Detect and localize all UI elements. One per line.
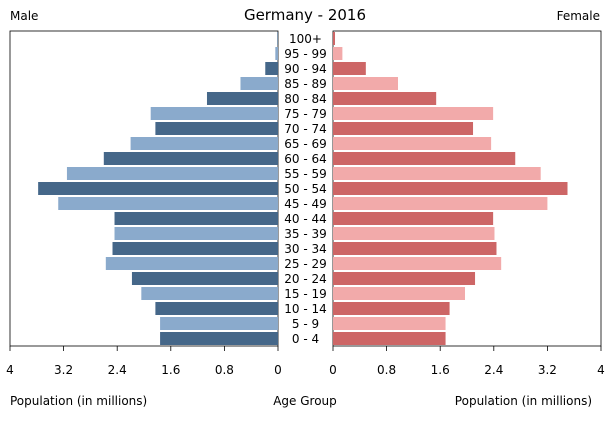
- x-tick-label: 4: [6, 363, 14, 377]
- age-group-label: 85 - 89: [284, 77, 327, 91]
- age-group-label: 0 - 4: [292, 332, 319, 346]
- male-bar: [105, 257, 278, 270]
- male-bar: [114, 212, 279, 225]
- male-plot-area: [9, 30, 279, 347]
- female-bar: [333, 62, 366, 75]
- x-axis-label-center: Age Group: [273, 394, 337, 408]
- male-bar: [206, 92, 278, 105]
- female-plot-area: [332, 30, 602, 347]
- male-bar: [155, 122, 278, 135]
- x-tick-label: 4: [597, 363, 605, 377]
- male-bar: [58, 197, 278, 210]
- chart-title: Germany - 2016: [244, 6, 366, 24]
- male-bar: [160, 332, 278, 345]
- female-bar: [333, 47, 343, 60]
- age-group-label: 20 - 24: [284, 272, 327, 286]
- age-group-label: 55 - 59: [284, 167, 327, 181]
- female-bar: [333, 152, 516, 165]
- x-tick-label: 0.8: [215, 363, 234, 377]
- male-bar: [38, 182, 278, 195]
- x-tick-label: 3.2: [538, 363, 557, 377]
- age-group-label: 90 - 94: [284, 62, 327, 76]
- male-bar: [275, 47, 278, 60]
- male-bar: [141, 287, 278, 300]
- x-tick-label: 2.4: [108, 363, 127, 377]
- female-label: Female: [557, 9, 600, 23]
- age-group-label: 80 - 84: [284, 92, 327, 106]
- male-bar: [131, 272, 278, 285]
- age-group-label: 10 - 14: [284, 302, 327, 316]
- age-group-label: 95 - 99: [284, 47, 327, 61]
- age-group-label: 15 - 19: [284, 287, 327, 301]
- age-group-label: 65 - 69: [284, 137, 327, 151]
- female-bar: [333, 197, 548, 210]
- age-group-label: 5 - 9: [292, 317, 319, 331]
- female-bar: [333, 107, 494, 120]
- age-group-label: 100+: [289, 32, 322, 46]
- x-tick-label: 3.2: [54, 363, 73, 377]
- female-bar: [333, 77, 398, 90]
- female-bar: [333, 272, 476, 285]
- female-bar: [333, 212, 494, 225]
- age-group-label: 75 - 79: [284, 107, 327, 121]
- female-bar: [333, 302, 450, 315]
- age-group-label: 60 - 64: [284, 152, 327, 166]
- age-group-label: 30 - 34: [284, 242, 327, 256]
- male-bar: [112, 242, 278, 255]
- male-bar: [150, 107, 278, 120]
- x-tick-label: 0: [274, 363, 282, 377]
- age-group-label: 25 - 29: [284, 257, 327, 271]
- female-bar: [333, 227, 495, 240]
- female-bar: [333, 317, 446, 330]
- female-bar: [333, 92, 437, 105]
- female-bar: [333, 167, 541, 180]
- male-bar: [66, 167, 278, 180]
- x-tick-label: 1.6: [431, 363, 450, 377]
- female-bar: [333, 287, 465, 300]
- female-bar: [333, 122, 474, 135]
- female-bar: [333, 182, 568, 195]
- age-group-label: 50 - 54: [284, 182, 327, 196]
- male-bar: [155, 302, 278, 315]
- male-bar: [114, 227, 279, 240]
- female-bar: [333, 332, 446, 345]
- x-axis-label-left: Population (in millions): [10, 394, 147, 408]
- male-bar: [265, 62, 278, 75]
- age-group-label: 45 - 49: [284, 197, 327, 211]
- age-group-label: 40 - 44: [284, 212, 327, 226]
- female-bar: [333, 32, 336, 45]
- male-bar: [103, 152, 278, 165]
- female-bar: [333, 257, 502, 270]
- male-bar: [130, 137, 278, 150]
- female-bar: [333, 242, 497, 255]
- x-tick-label: 0: [329, 363, 337, 377]
- age-group-label: 70 - 74: [284, 122, 327, 136]
- x-tick-label: 0.8: [377, 363, 396, 377]
- male-bar: [160, 317, 278, 330]
- male-bar: [277, 32, 278, 45]
- male-label: Male: [10, 9, 38, 23]
- x-tick-label: 2.4: [484, 363, 503, 377]
- age-group-label: 35 - 39: [284, 227, 327, 241]
- female-bar: [333, 137, 492, 150]
- male-bar: [240, 77, 278, 90]
- x-tick-label: 1.6: [161, 363, 180, 377]
- x-axis-label-right: Population (in millions): [455, 394, 592, 408]
